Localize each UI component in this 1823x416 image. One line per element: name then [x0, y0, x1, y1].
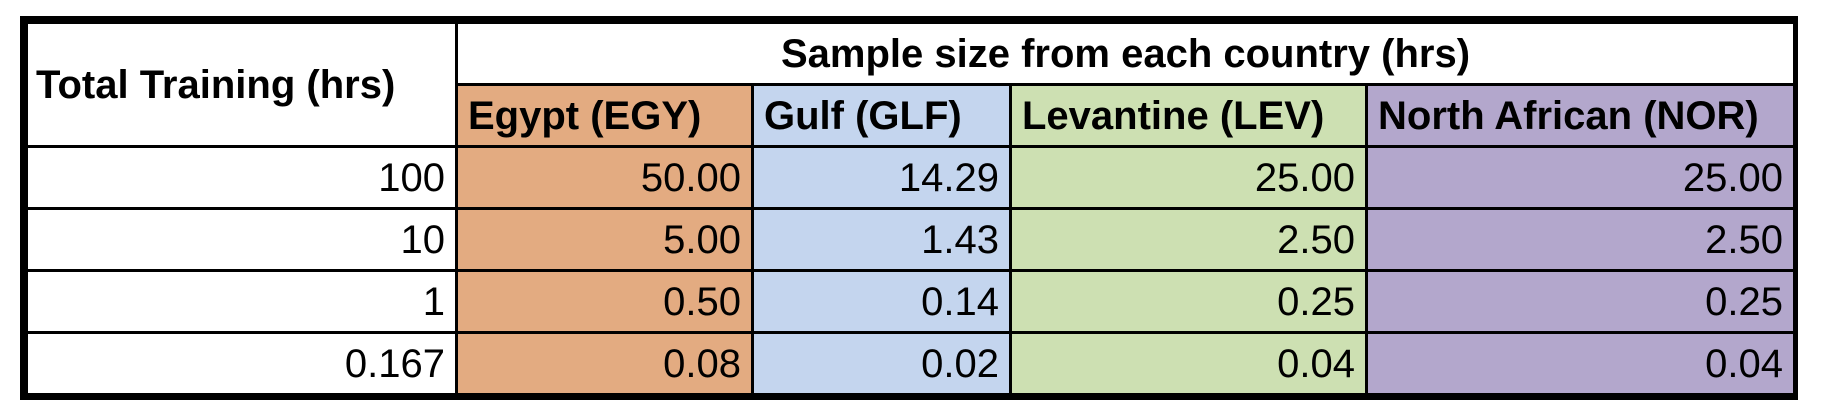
- table-row: 1 0.50 0.14 0.25 0.25: [25, 269, 1797, 334]
- training-sample-table: Total Training (hrs) Sample size from ea…: [20, 16, 1798, 400]
- nor-cell: 0.04: [1364, 331, 1797, 396]
- nor-cell: 25.00: [1364, 145, 1797, 210]
- total-cell: 1: [25, 269, 458, 334]
- column-header-glf: Gulf (GLF): [751, 83, 1012, 148]
- egy-cell: 5.00: [455, 207, 754, 272]
- glf-cell: 14.29: [751, 145, 1012, 210]
- egy-cell: 0.08: [455, 331, 754, 396]
- glf-cell: 0.14: [751, 269, 1012, 334]
- column-header-nor: North African (NOR): [1364, 83, 1797, 148]
- nor-cell: 0.25: [1364, 269, 1797, 334]
- column-header-lev: Levantine (LEV): [1009, 83, 1368, 148]
- nor-cell: 2.50: [1364, 207, 1797, 272]
- lev-cell: 0.25: [1009, 269, 1368, 334]
- data-table: Total Training (hrs) Sample size from ea…: [25, 21, 1797, 396]
- lev-cell: 25.00: [1009, 145, 1368, 210]
- total-cell: 0.167: [25, 331, 458, 396]
- lev-cell: 2.50: [1009, 207, 1368, 272]
- glf-cell: 1.43: [751, 207, 1012, 272]
- header-row-group: Total Training (hrs) Sample size from ea…: [25, 21, 1797, 148]
- egy-cell: 50.00: [455, 145, 754, 210]
- column-header-egy: Egypt (EGY): [455, 83, 754, 148]
- lev-cell: 0.04: [1009, 331, 1368, 396]
- table-row: 100 50.00 14.29 25.00 25.00: [25, 145, 1797, 210]
- total-cell: 100: [25, 145, 458, 210]
- table-row: 0.167 0.08 0.02 0.04 0.04: [25, 331, 1797, 396]
- header-row-countries: Egypt (EGY) Gulf (GLF) Levantine (LEV) N…: [27, 83, 1797, 148]
- total-training-header: Total Training (hrs): [25, 21, 458, 148]
- glf-cell: 0.02: [751, 331, 1012, 396]
- total-cell: 10: [25, 207, 458, 272]
- sample-size-group-header: Sample size from each country (hrs): [454, 21, 1797, 86]
- egy-cell: 0.50: [455, 269, 754, 334]
- table-row: 10 5.00 1.43 2.50 2.50: [25, 207, 1797, 272]
